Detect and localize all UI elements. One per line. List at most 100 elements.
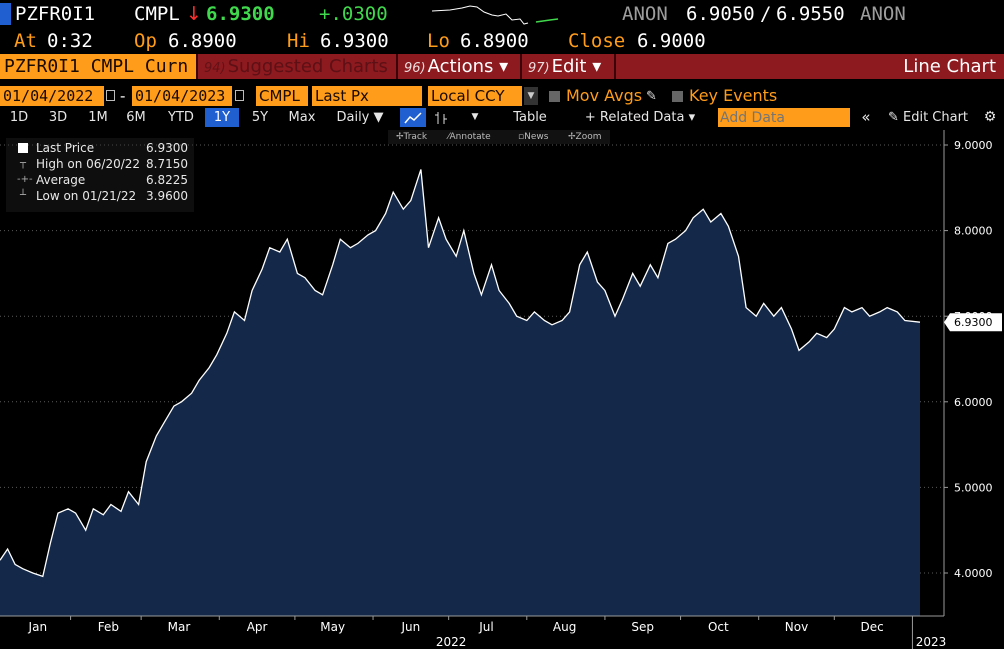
mov-avgs-toggle[interactable]: Mov Avgs bbox=[549, 86, 642, 106]
source-field[interactable]: CMPL bbox=[256, 86, 308, 106]
period-ytd[interactable]: YTD bbox=[168, 110, 194, 125]
ticker-marker bbox=[0, 3, 11, 25]
news-label: News bbox=[524, 132, 549, 142]
date-range-dash: - bbox=[120, 87, 126, 105]
suggested-charts-number: 94) bbox=[204, 61, 226, 76]
last-value-tag bbox=[944, 313, 1002, 332]
menu-divider bbox=[396, 54, 398, 79]
calendar-icon[interactable] bbox=[106, 90, 115, 101]
zoom-label: Zoom bbox=[575, 132, 602, 142]
high-label: Hi bbox=[287, 30, 310, 52]
x-year-label: 2022 bbox=[436, 635, 467, 649]
currency-select[interactable]: Local CCY bbox=[428, 86, 522, 106]
annotate-tool[interactable]: ⁄ Annotate bbox=[448, 132, 491, 142]
x-tick-label: Feb bbox=[98, 620, 119, 634]
key-events-checkbox[interactable] bbox=[672, 91, 683, 102]
period-1d[interactable]: 1D bbox=[9, 110, 29, 125]
chevron-down-icon[interactable]: ▼ bbox=[471, 112, 479, 122]
high-value: 6.9300 bbox=[320, 30, 389, 52]
y-tick-label: 5.0000 bbox=[954, 481, 993, 494]
intraday-sparkline bbox=[432, 5, 559, 25]
price-area bbox=[0, 169, 920, 616]
quote-bar: At 0:32 Op 6.8900 Hi 6.9300 Lo 6.8900 Cl… bbox=[0, 28, 1004, 54]
collapse-icon[interactable]: « bbox=[861, 108, 871, 126]
bid-contributor: ANON bbox=[622, 3, 668, 25]
edit-chart-button[interactable]: ✎ Edit Chart bbox=[880, 108, 976, 127]
related-data-button[interactable]: + Related Data ▾ bbox=[584, 110, 696, 125]
period-5y[interactable]: 5Y bbox=[251, 110, 269, 125]
calendar-icon[interactable] bbox=[235, 90, 244, 101]
y-tick-label: 9.0000 bbox=[954, 139, 993, 152]
at-value: 0:32 bbox=[47, 30, 93, 52]
x-tick-label: Jun bbox=[400, 620, 420, 634]
edit-menu[interactable]: 97) Edit ▾ bbox=[522, 54, 607, 79]
actions-menu[interactable]: 96) Actions ▾ bbox=[398, 54, 514, 79]
low-marker-icon: ┴ bbox=[20, 190, 27, 201]
ask-price: 6.9550 bbox=[776, 3, 845, 25]
net-change: +.0300 bbox=[319, 3, 388, 25]
news-tool[interactable]: ▫ News bbox=[518, 132, 549, 142]
suggested-charts-button[interactable]: 94) Suggested Charts bbox=[198, 54, 394, 79]
ask-contributor: ANON bbox=[860, 3, 906, 25]
low-value: 6.8900 bbox=[460, 30, 529, 52]
menu-bar: PZFR0I1 CMPL Curn 94) Suggested Charts 96… bbox=[0, 54, 1004, 79]
pencil-icon[interactable]: ✎ bbox=[646, 89, 657, 104]
legend-low-label: Low on 01/21/22 bbox=[36, 189, 137, 203]
x-axis-ticks: Jan Feb Mar Apr May Jun Jul Aug Sep Oct Nov Dec 2022… bbox=[28, 616, 947, 649]
x-tick-label: Jan bbox=[28, 620, 48, 634]
x-year-label: 2023 bbox=[916, 635, 947, 649]
legend-last-label: Last Price bbox=[36, 141, 95, 155]
chart-legend: Last Price 6.9300 ┬ High on 06/20/22 8.7… bbox=[6, 138, 194, 212]
frequency-select[interactable]: Daily ▼ bbox=[336, 110, 384, 125]
suggested-charts-label: Suggested Charts bbox=[227, 56, 388, 77]
legend-high: ┬ High on 06/20/22 8.7150 bbox=[6, 156, 194, 172]
chevron-down-icon[interactable]: ▼ bbox=[524, 87, 538, 105]
settings-bar: 01/04/2022 - 01/04/2023 CMPL Last Px Loc… bbox=[0, 85, 1004, 107]
y-tick-label: 6.0000 bbox=[954, 396, 993, 409]
last-value-marker: 6.9300 bbox=[944, 313, 1002, 332]
edit-chart-label: Edit Chart bbox=[903, 110, 969, 125]
zoom-tool[interactable]: ✢ Zoom bbox=[568, 132, 602, 142]
price-field-select[interactable]: Last Px bbox=[312, 86, 422, 106]
y-tick-label: 4.0000 bbox=[954, 567, 993, 580]
key-events-label: Key Events bbox=[689, 86, 778, 105]
chart-type-title: Line Chart bbox=[903, 56, 996, 77]
period-1m[interactable]: 1M bbox=[88, 110, 108, 125]
actions-label: Actions ▾ bbox=[427, 56, 509, 77]
period-max[interactable]: Max bbox=[288, 110, 316, 125]
table-button[interactable]: Table bbox=[513, 110, 547, 125]
pencil-icon: ✎ bbox=[887, 110, 899, 125]
period-6m[interactable]: 6M bbox=[126, 110, 146, 125]
open-value: 6.8900 bbox=[168, 30, 237, 52]
x-tick-label: May bbox=[320, 620, 345, 634]
line-chart-icon[interactable] bbox=[400, 108, 426, 127]
start-date-field[interactable]: 01/04/2022 bbox=[0, 86, 104, 106]
add-data-input[interactable] bbox=[718, 108, 850, 127]
legend-last-value: 6.9300 bbox=[146, 141, 188, 155]
end-date-field[interactable]: 01/04/2023 bbox=[132, 86, 232, 106]
legend-last-price[interactable]: Last Price 6.9300 bbox=[6, 140, 194, 156]
legend-high-label: High on 06/20/22 bbox=[36, 157, 141, 171]
legend-low: ┴ Low on 01/21/22 3.9600 bbox=[6, 188, 194, 204]
close-value: 6.9000 bbox=[637, 30, 706, 52]
mov-avgs-checkbox[interactable] bbox=[549, 91, 560, 102]
gear-icon[interactable]: ⚙ bbox=[983, 109, 997, 125]
legend-low-value: 3.9600 bbox=[146, 189, 188, 203]
edit-label: Edit ▾ bbox=[551, 56, 602, 77]
track-tool[interactable]: ✢ Track bbox=[396, 132, 428, 142]
menu-divider bbox=[520, 54, 522, 79]
x-tick-label: Dec bbox=[860, 620, 883, 634]
last-price-swatch bbox=[18, 143, 28, 153]
ticker-symbol[interactable]: PZFR0I1 bbox=[15, 3, 96, 25]
legend-average-label: Average bbox=[36, 173, 86, 187]
period-3d[interactable]: 3D bbox=[48, 110, 68, 125]
average-marker-icon: -+- bbox=[17, 174, 33, 185]
security-field[interactable]: PZFR0I1 CMPL Curn bbox=[0, 54, 196, 79]
bar-chart-icon[interactable] bbox=[430, 108, 452, 127]
period-1y[interactable]: 1Y bbox=[205, 108, 239, 127]
legend-average: -+- Average 6.8225 bbox=[6, 172, 194, 188]
key-events-toggle[interactable]: Key Events bbox=[672, 86, 777, 106]
ticker-bar: PZFR0I1 CMPL ↓ 6.9300 +.0300 ANON 6.9050… bbox=[0, 0, 1004, 28]
mov-avgs-label: Mov Avgs bbox=[566, 86, 643, 105]
